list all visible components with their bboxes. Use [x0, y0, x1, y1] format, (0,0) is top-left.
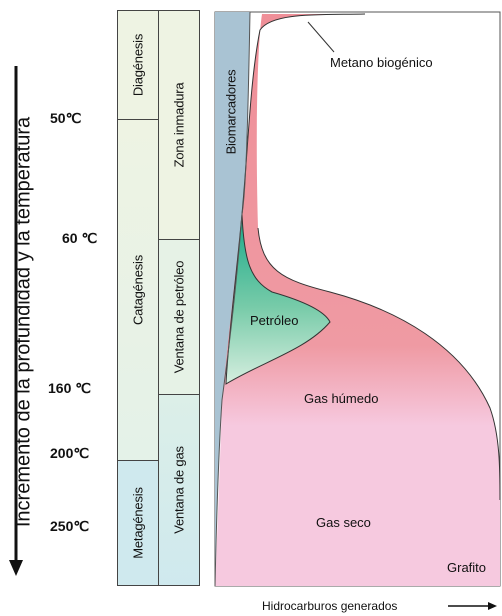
y-axis-arrow: [9, 66, 23, 576]
dry-gas-label: Gas seco: [316, 515, 371, 530]
biomarkers-label: Biomarcadores: [223, 69, 239, 155]
oil-region: [225, 213, 331, 385]
zone-oil-window: Ventana de petróleo: [158, 239, 200, 395]
graphite-label: Grafito: [447, 560, 487, 575]
temp-label-50: 50℃: [50, 110, 82, 126]
wet-gas-label: Gas húmedo: [304, 391, 379, 406]
temp-label-60: 60 ℃: [62, 230, 98, 246]
zone-gas-window: Ventana de gas: [158, 394, 200, 586]
x-axis-label: Hidrocarburos generados: [262, 599, 398, 613]
gas-region: [215, 14, 500, 586]
oil-label: Petróleo: [250, 313, 299, 328]
temp-label-200: 200℃: [50, 445, 90, 461]
x-axis-arrowhead: [488, 602, 497, 610]
temp-label-160: 160 ℃: [48, 380, 91, 396]
biogenic-methane-pointer: [307, 21, 335, 53]
temp-label-250: 250℃: [50, 518, 90, 534]
stage-metagenesis: Metagénesis: [117, 460, 159, 586]
biomarker-band: [215, 12, 250, 586]
biomarker-boundary-curve: [214, 11, 251, 587]
zone-immature: Zona inmadura: [158, 10, 200, 240]
biogenic-methane-label: Metano biogénico: [330, 55, 433, 70]
